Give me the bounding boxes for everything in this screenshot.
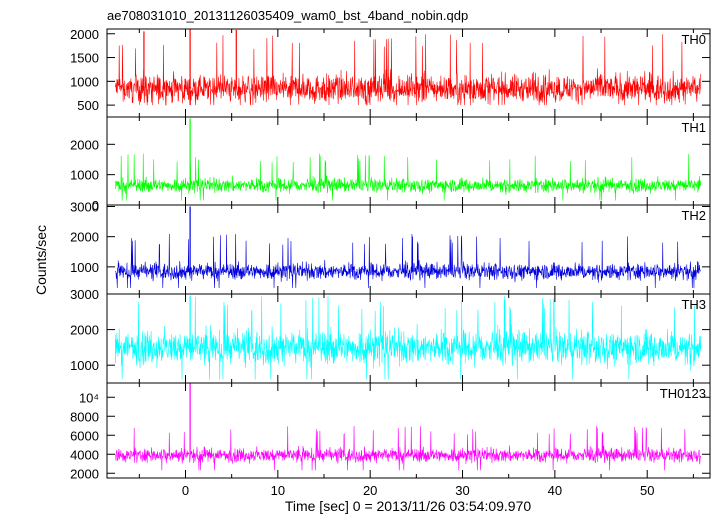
series-th1 (115, 153, 702, 201)
y-tick-label-th3-0: 1000 (70, 358, 99, 373)
y-tick-label-th0-2: 1500 (70, 51, 99, 66)
panel-th3: 1000 2000 3000 TH3 (70, 287, 711, 384)
y-tick-label-th1-2: 2000 (70, 137, 99, 152)
y-tick-label-th2-2: 3000 (70, 200, 99, 215)
series-th0 (115, 34, 702, 106)
x-tick-label-2: 20 (363, 483, 377, 498)
panels-group: 500 1000 1500 2000 TH0 0 1000 2000 TH1 1000 2000 30… (70, 27, 711, 481)
panel-frame-th0123 (106, 382, 711, 479)
y-tick-label-th0123-3: 8000 (70, 409, 99, 424)
series-th0123 (115, 425, 702, 471)
panel-frame-th2 (106, 204, 711, 295)
panel-label-th0123: TH0123 (660, 386, 706, 401)
y-tick-label-th2-0: 1000 (70, 260, 99, 275)
y-axis-label: Counts/sec (33, 225, 49, 295)
x-tick-label-3: 30 (455, 483, 469, 498)
panel-label-th2: TH2 (681, 208, 706, 223)
series-th2 (115, 233, 702, 288)
y-tick-label-th0123-2: 6000 (70, 428, 99, 443)
y-tick-label-th1-1: 1000 (70, 168, 99, 183)
x-tick-label-5: 50 (640, 483, 654, 498)
y-tick-label-th3-1: 2000 (70, 323, 99, 338)
y-tick-label-th0123-1: 4000 (70, 447, 99, 462)
chart-title: ae708031010_20131126035409_wam0_bst_4ban… (107, 8, 468, 23)
x-tick-label-1: 10 (271, 483, 285, 498)
panel-frame-th1 (106, 116, 711, 206)
y-tick-label-th0-0: 500 (77, 98, 99, 113)
panel-th2: 1000 2000 3000 TH2 (70, 200, 711, 295)
y-tick-label-th3-2: 3000 (70, 287, 99, 302)
y-tick-label-th1-0: 0 (92, 198, 99, 213)
panel-label-th1: TH1 (681, 120, 706, 135)
y-tick-label-th0-1: 1000 (70, 74, 99, 89)
panel-th0123: 2000 4000 6000 8000 10⁴ TH0123 (70, 382, 711, 481)
x-axis-label: Time [sec] 0 = 2013/11/26 03:54:09.970 (285, 498, 532, 514)
x-axis: 0 10 20 30 40 50 (182, 483, 655, 498)
y-tick-label-th0123-0: 2000 (70, 466, 99, 481)
panel-th1: 0 1000 2000 TH1 (70, 116, 711, 213)
series-th3 (115, 296, 702, 380)
y-tick-label-th0123-4: 10⁴ (79, 390, 99, 405)
y-tick-label-th0-3: 2000 (70, 27, 99, 42)
x-tick-label-0: 0 (182, 483, 189, 498)
panel-label-th3: TH3 (681, 297, 706, 312)
x-tick-label-4: 40 (548, 483, 562, 498)
panel-frame-th0 (106, 28, 711, 118)
panel-th0: 500 1000 1500 2000 TH0 (70, 27, 711, 118)
y-tick-label-th2-1: 2000 (70, 230, 99, 245)
panel-label-th0: TH0 (681, 32, 706, 47)
